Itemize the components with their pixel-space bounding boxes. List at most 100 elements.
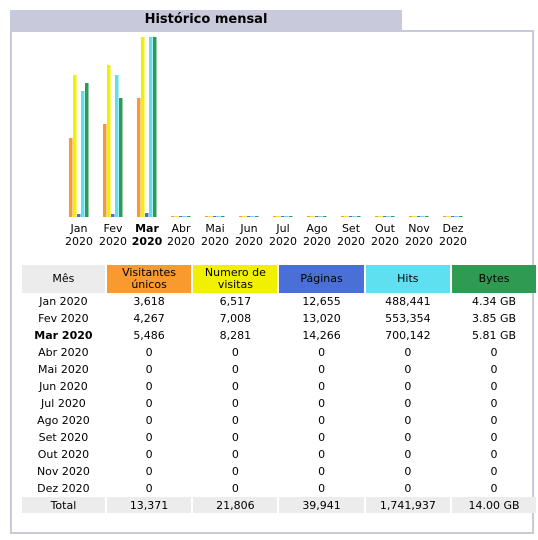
bytes-cell: 0 [490,414,498,427]
x-tick-year: 2020 [371,235,399,248]
total-pages-cell: 39,941 [279,497,364,513]
visits-cell: 0 [231,482,239,495]
x-tick-month: Jan [70,222,88,235]
bar [221,216,225,217]
unique-visitors-cell: 0 [145,363,153,376]
month-cell: Dez 2020 [37,482,90,495]
bar [341,216,345,217]
monthly-bar-chart: Jan2020Fev2020Mar2020Abr2020Mai2020Jun20… [65,37,467,248]
pages-cell: 0 [318,482,326,495]
bar [413,216,417,217]
bar [179,216,183,217]
month-cell: Ago 2020 [37,414,90,427]
x-tick-year: 2020 [132,235,163,248]
table-row: Jul 2020 0 0 0 0 0 [22,395,536,412]
unique-visitors-cell: 0 [145,482,153,495]
bar [443,216,447,217]
table-row: Set 2020 0 0 0 0 0 [22,429,536,446]
x-tick-month: Fev [103,222,122,235]
table-row: Jun 2020 0 0 0 0 0 [22,378,536,395]
bytes-cell: 0 [490,431,498,444]
visits-cell: 0 [231,363,239,376]
bar [421,216,425,217]
total-unique-visitors-cell: 13,371 [106,497,192,513]
bar [289,216,293,217]
bytes-cell: 5.81 GB [471,329,517,342]
hits-cell: 700,142 [385,329,431,342]
bytes-cell: 0 [490,363,498,376]
bar [183,216,187,217]
bar [187,216,191,217]
header-unique-visitors: Visitantes únicos [106,265,192,293]
bar [69,138,73,217]
bar [319,216,323,217]
x-tick-month: Dez [442,222,463,235]
x-tick-year: 2020 [201,235,229,248]
x-tick-month: Nov [408,222,430,235]
bar [409,216,413,217]
pages-cell: 0 [318,397,326,410]
bar [307,216,311,217]
visits-cell: 0 [231,397,239,410]
pages-cell: 0 [318,448,326,461]
total-hits-cell: 1,741,937 [365,497,451,513]
hits-cell: 0 [404,346,412,359]
bar [213,216,217,217]
month-cell: Jan 2020 [39,295,88,308]
x-tick-year: 2020 [235,235,263,248]
bytes-cell: 4.34 GB [471,295,517,308]
pages-cell: 14,266 [302,329,341,342]
month-cell: Abr 2020 [38,346,89,359]
x-tick-year: 2020 [405,235,433,248]
visits-cell: 0 [231,346,239,359]
table-row: Ago 2020 0 0 0 0 0 [22,412,536,429]
bar [111,214,115,217]
hits-cell: 0 [404,431,412,444]
visits-cell: 0 [231,448,239,461]
bar [175,216,179,217]
bar [417,216,421,217]
x-tick-month: Mai [205,222,224,235]
pages-cell: 0 [318,346,326,359]
total-month-cell: Total [22,497,105,513]
header-month: Mês [22,265,105,293]
bar [247,216,251,217]
bar [311,216,315,217]
bar [281,216,285,217]
x-tick-month: Jun [239,222,257,235]
hits-cell: 0 [404,363,412,376]
section-title: Histórico mensal [10,10,402,30]
x-tick-year: 2020 [167,235,195,248]
pages-cell: 0 [318,380,326,393]
table-row: Abr 2020 0 0 0 0 0 [22,344,536,361]
hits-cell: 553,354 [385,312,431,325]
bar [77,214,81,217]
bar [459,216,463,217]
table-row: Dez 2020 0 0 0 0 0 [22,480,536,497]
visits-cell: 8,281 [219,329,252,342]
bar [115,75,119,217]
hits-cell: 0 [404,414,412,427]
bar [455,216,459,217]
bar [447,216,451,217]
bar [353,216,357,217]
visits-cell: 0 [231,465,239,478]
bar [383,216,387,217]
bar [425,216,429,217]
x-tick-year: 2020 [65,235,93,248]
bytes-cell: 0 [490,448,498,461]
month-cell: Set 2020 [38,431,89,444]
month-cell: Jul 2020 [41,397,86,410]
month-cell: Jun 2020 [39,380,88,393]
pages-cell: 0 [318,431,326,444]
unique-visitors-cell: 0 [145,414,153,427]
title-rule [10,30,534,32]
bar [243,216,247,217]
bar [323,216,327,217]
bar [387,216,391,217]
x-tick-month: Set [342,222,361,235]
bar [149,37,153,217]
x-tick-year: 2020 [303,235,331,248]
bar [273,216,277,217]
bar [145,213,149,217]
